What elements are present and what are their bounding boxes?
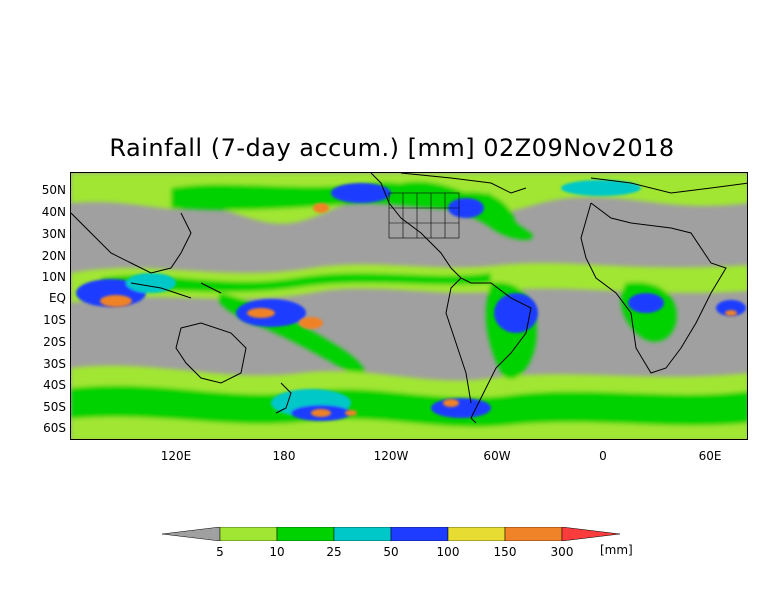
lat-tick: 10S — [43, 313, 66, 327]
lon-tick: 60W — [483, 449, 511, 463]
legend-threshold: 150 — [493, 545, 517, 559]
legend-unit: [mm] — [600, 543, 633, 557]
legend-swatch — [219, 527, 278, 541]
rainfall-field — [71, 173, 747, 439]
legend-swatch — [561, 527, 621, 541]
map-title: Rainfall (7-day accum.) [mm] 02Z09Nov201… — [109, 134, 675, 162]
coastlines — [71, 173, 747, 424]
lat-tick: 50N — [41, 183, 66, 197]
lon-tick: 120W — [373, 449, 409, 463]
legend-threshold: 5 — [216, 545, 224, 559]
color-legend — [162, 527, 621, 541]
lat-tick: 40N — [41, 205, 66, 219]
lat-tick: 10N — [41, 270, 66, 284]
rain-maxima — [100, 203, 737, 417]
legend-threshold: 25 — [326, 545, 342, 559]
state-boundaries — [388, 192, 460, 239]
lat-tick: 30N — [41, 227, 66, 241]
lat-tick: 50S — [43, 400, 66, 414]
lat-tick: 20S — [43, 335, 66, 349]
legend-threshold: 300 — [550, 545, 574, 559]
lon-tick: 0 — [599, 449, 607, 463]
lat-tick: 20N — [41, 249, 66, 263]
legend-swatch — [390, 527, 449, 541]
legend-threshold: 50 — [383, 545, 399, 559]
rain-bands-heavy — [76, 180, 746, 421]
lat-tick: 40S — [43, 378, 66, 392]
legend-swatch — [504, 527, 563, 541]
lat-tick: 60S — [43, 421, 66, 435]
legend-swatch — [276, 527, 335, 541]
legend-threshold: 100 — [436, 545, 460, 559]
legend-swatch — [162, 527, 221, 541]
lat-tick: 30S — [43, 357, 66, 371]
lat-tick: EQ — [48, 291, 66, 305]
lon-tick: 180 — [272, 449, 296, 463]
lon-tick: 120E — [160, 449, 192, 463]
legend-threshold: 10 — [269, 545, 285, 559]
rainfall-map — [70, 172, 748, 440]
legend-swatch — [447, 527, 506, 541]
legend-swatch — [333, 527, 392, 541]
lon-tick: 60E — [698, 449, 722, 463]
